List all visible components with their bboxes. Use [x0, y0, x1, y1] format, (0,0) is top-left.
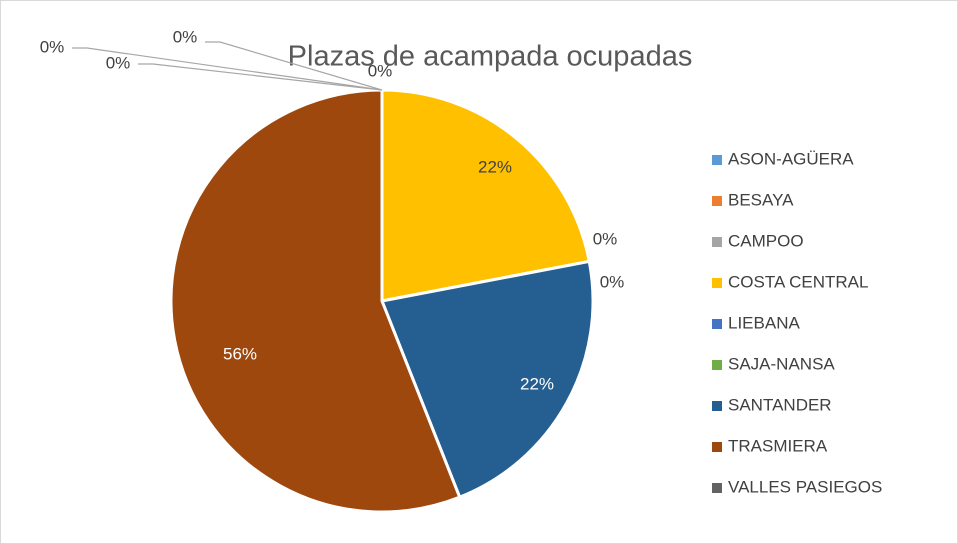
data-label: 22% [520, 374, 554, 393]
legend-label: CAMPOO [728, 231, 804, 250]
leader-line [138, 63, 383, 91]
data-label: 22% [478, 157, 512, 176]
legend-swatch [712, 278, 722, 288]
data-label: 0% [368, 61, 393, 80]
legend-swatch [712, 155, 722, 165]
data-label: 56% [223, 344, 257, 363]
pie-slice [380, 88, 592, 303]
legend-swatch [712, 196, 722, 206]
legend-label: LIEBANA [728, 313, 800, 332]
legend-label: VALLES PASIEGOS [728, 477, 882, 496]
data-label: 0% [173, 27, 198, 46]
legend-swatch [712, 237, 722, 247]
legend-label: SANTANDER [728, 395, 832, 414]
legend-label: ASON-AGÜERA [728, 149, 854, 168]
leader-line [205, 41, 383, 91]
pie-slice [169, 88, 462, 514]
legend-label: BESAYA [728, 190, 794, 209]
chart-title: Plazas de acampada ocupadas [288, 41, 693, 73]
legend-swatch [712, 319, 722, 329]
data-label: 0% [106, 53, 131, 72]
legend-swatch [712, 401, 722, 411]
legend-swatch [712, 360, 722, 370]
legend-swatch [712, 483, 722, 493]
legend-label: SAJA-NANSA [728, 354, 835, 373]
data-label: 0% [40, 37, 65, 56]
legend-label: COSTA CENTRAL [728, 272, 868, 291]
data-label: 0% [593, 229, 618, 248]
legend-swatch [712, 442, 722, 452]
legend-label: TRASMIERA [728, 436, 828, 455]
data-label: 0% [600, 272, 625, 291]
leader-line [72, 47, 383, 91]
pie-slice [379, 259, 595, 500]
